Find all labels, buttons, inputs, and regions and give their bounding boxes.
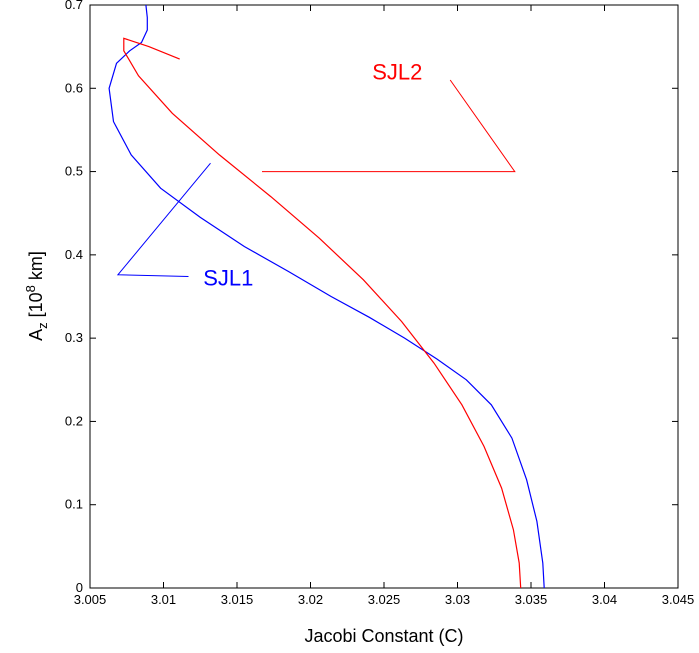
y-tick-label: 0.2 [65,413,83,428]
x-tick-label: 3.01 [151,592,176,607]
y-axis-label-base: A [26,329,46,341]
x-tick-label: 3.045 [662,592,695,607]
y-axis-label-pre: [10 [26,292,46,322]
plot-area [89,4,679,589]
y-tick-label: 0 [76,580,83,595]
annotation-label-sjl2: SJL2 [372,60,422,85]
y-tick-label: 0.3 [65,330,83,345]
x-tick-label: 3.015 [221,592,254,607]
annotation-label-sjl1: SJL1 [203,265,253,290]
x-tick-label: 3.005 [74,592,107,607]
annotation-leader-sjl1 [116,162,211,277]
x-tick-label: 3.04 [592,592,617,607]
y-tick-label: 0.1 [65,497,83,512]
y-axis-label-sub: z [35,322,50,329]
x-tick-label: 3.025 [368,592,401,607]
x-tick-label: 3.02 [298,592,323,607]
y-axis-label-sup: 8 [23,285,38,292]
y-axis-label-post: km] [26,251,46,285]
y-tick-label: 0.4 [65,247,83,262]
series-line-sjl1 [108,4,545,589]
annotation-leader-sjl2 [262,79,516,173]
y-tick-label: 0.7 [65,0,83,12]
y-axis-label: Az [108 km] [23,251,50,341]
y-tick-label: 0.5 [65,164,83,179]
x-tick-label: 3.035 [515,592,548,607]
x-tick-label: 3.03 [445,592,470,607]
chart-marks: 3.005 3.01 3.015 3.02 3.025 3.03 3.035 3.04 3.04… [65,0,694,607]
series-line-sjl2 [123,37,522,589]
x-axis-label: Jacobi Constant (C) [304,626,463,646]
y-tick-label: 0.6 [65,80,83,95]
